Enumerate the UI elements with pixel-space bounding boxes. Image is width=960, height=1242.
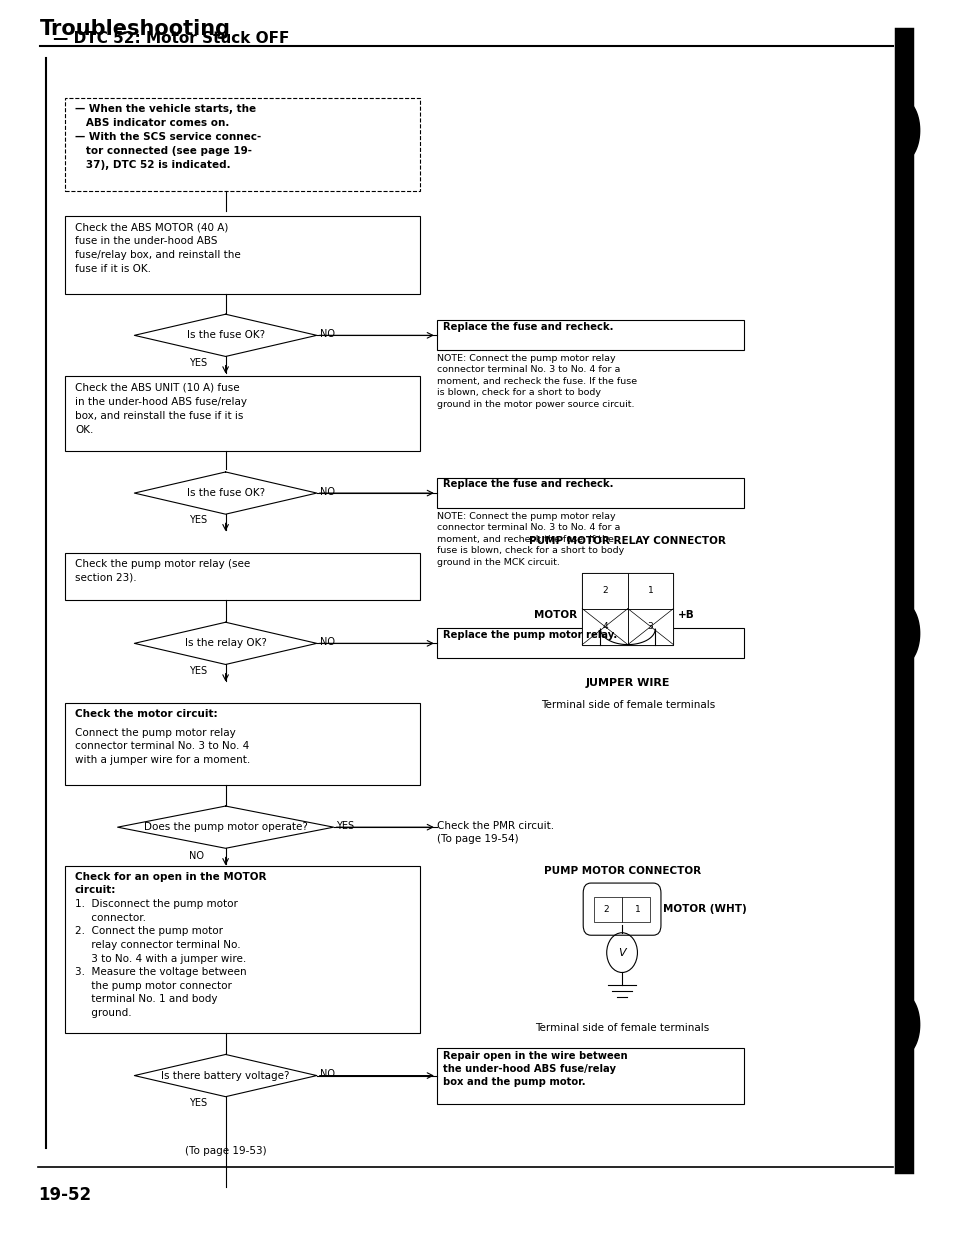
Text: 2: 2 <box>602 586 608 595</box>
FancyBboxPatch shape <box>65 866 420 1033</box>
Text: Check the ABS MOTOR (40 A)
fuse in the under-hood ABS
fuse/relay box, and reinst: Check the ABS MOTOR (40 A) fuse in the u… <box>75 222 241 274</box>
FancyBboxPatch shape <box>622 897 651 922</box>
Polygon shape <box>902 602 920 663</box>
FancyBboxPatch shape <box>628 573 674 609</box>
Text: Replace the pump motor relay.: Replace the pump motor relay. <box>443 630 617 640</box>
Text: Is the fuse OK?: Is the fuse OK? <box>186 330 265 340</box>
Text: (To page 19-53): (To page 19-53) <box>184 1146 267 1156</box>
Text: — When the vehicle starts, the
   ABS indicator comes on.
— With the SCS service: — When the vehicle starts, the ABS indic… <box>75 104 261 170</box>
Text: Check the ABS UNIT (10 A) fuse
in the under-hood ABS fuse/relay
box, and reinsta: Check the ABS UNIT (10 A) fuse in the un… <box>75 383 247 435</box>
Text: 3: 3 <box>648 622 654 631</box>
Text: 1.  Disconnect the pump motor
     connector.
2.  Connect the pump motor
     re: 1. Disconnect the pump motor connector. … <box>75 899 247 1018</box>
FancyBboxPatch shape <box>65 376 420 451</box>
Text: NO: NO <box>320 329 335 339</box>
Polygon shape <box>902 994 920 1054</box>
Text: Check for an open in the MOTOR
circuit:: Check for an open in the MOTOR circuit: <box>75 872 266 895</box>
FancyBboxPatch shape <box>437 478 744 508</box>
Text: MOTOR: MOTOR <box>535 610 578 620</box>
Text: PUMP MOTOR CONNECTOR: PUMP MOTOR CONNECTOR <box>543 866 701 876</box>
Text: Replace the fuse and recheck.: Replace the fuse and recheck. <box>443 479 613 489</box>
FancyBboxPatch shape <box>582 573 674 645</box>
Text: — DTC 52: Motor Stuck OFF: — DTC 52: Motor Stuck OFF <box>53 31 289 46</box>
Text: Check the PMR circuit.
(To page 19-54): Check the PMR circuit. (To page 19-54) <box>437 821 554 845</box>
Text: YES: YES <box>189 515 207 525</box>
FancyBboxPatch shape <box>584 883 660 935</box>
Text: NOTE: Connect the pump motor relay
connector terminal No. 3 to No. 4 for a
momen: NOTE: Connect the pump motor relay conne… <box>437 354 636 409</box>
Text: Is there battery voltage?: Is there battery voltage? <box>161 1071 290 1081</box>
Text: MOTOR (WHT): MOTOR (WHT) <box>662 904 747 914</box>
FancyBboxPatch shape <box>582 573 628 609</box>
FancyBboxPatch shape <box>437 1047 744 1103</box>
FancyBboxPatch shape <box>437 628 744 658</box>
Polygon shape <box>902 99 920 160</box>
FancyBboxPatch shape <box>65 216 420 294</box>
Text: YES: YES <box>189 1098 207 1108</box>
Text: Repair open in the wire between
the under-hood ABS fuse/relay
box and the pump m: Repair open in the wire between the unde… <box>443 1051 627 1087</box>
Text: 1: 1 <box>635 904 640 914</box>
Text: NO: NO <box>320 637 335 647</box>
Text: Connect the pump motor relay
connector terminal No. 3 to No. 4
with a jumper wir: Connect the pump motor relay connector t… <box>75 728 251 765</box>
Text: Is the relay OK?: Is the relay OK? <box>184 638 267 648</box>
Text: V: V <box>618 948 626 958</box>
FancyBboxPatch shape <box>582 609 628 645</box>
Text: Terminal side of female terminals: Terminal side of female terminals <box>535 1023 709 1033</box>
Text: 1: 1 <box>648 586 654 595</box>
Text: +B: +B <box>678 610 695 620</box>
Text: NOTE: Connect the pump motor relay
connector terminal No. 3 to No. 4 for a
momen: NOTE: Connect the pump motor relay conne… <box>437 512 624 566</box>
Text: Does the pump motor operate?: Does the pump motor operate? <box>144 822 307 832</box>
Text: Check the pump motor relay (see
section 23).: Check the pump motor relay (see section … <box>75 559 251 582</box>
Text: Check the motor circuit:: Check the motor circuit: <box>75 709 218 719</box>
Text: NO: NO <box>320 487 335 497</box>
Text: 2: 2 <box>604 904 610 914</box>
Text: Replace the fuse and recheck.: Replace the fuse and recheck. <box>443 322 613 332</box>
Text: YES: YES <box>189 666 207 676</box>
Text: YES: YES <box>189 358 207 368</box>
FancyBboxPatch shape <box>628 609 674 645</box>
Text: Troubleshooting: Troubleshooting <box>40 19 231 39</box>
FancyBboxPatch shape <box>593 897 622 922</box>
FancyBboxPatch shape <box>65 98 420 191</box>
Text: NO: NO <box>189 851 204 861</box>
Text: 4: 4 <box>602 622 608 631</box>
Text: YES: YES <box>336 821 354 831</box>
FancyBboxPatch shape <box>65 553 420 600</box>
Text: JUMPER WIRE: JUMPER WIRE <box>586 678 670 688</box>
FancyBboxPatch shape <box>437 320 744 350</box>
Text: Terminal side of female terminals: Terminal side of female terminals <box>540 700 715 710</box>
Text: PUMP MOTOR RELAY CONNECTOR: PUMP MOTOR RELAY CONNECTOR <box>529 537 727 546</box>
Text: Is the fuse OK?: Is the fuse OK? <box>186 488 265 498</box>
Text: NO: NO <box>320 1069 335 1079</box>
FancyBboxPatch shape <box>65 703 420 785</box>
Text: 19-52: 19-52 <box>38 1186 91 1203</box>
